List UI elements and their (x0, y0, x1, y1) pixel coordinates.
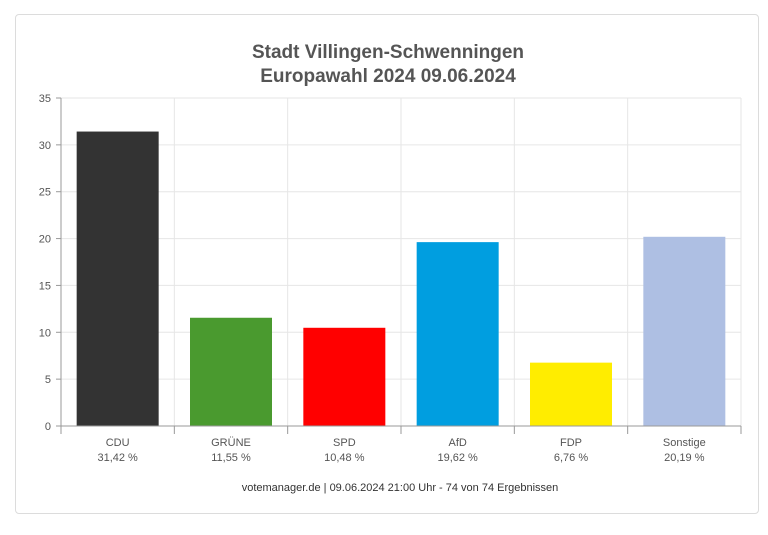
chart-subtitle: Europawahl 2024 09.06.2024 (260, 66, 516, 87)
bar-grüne (190, 317, 272, 426)
x-category-label: CDU (106, 437, 130, 449)
bar-spd (303, 327, 386, 426)
chart-footer: votemanager.de | 09.06.2024 21:00 Uhr - … (242, 482, 559, 494)
x-value-label: 20,19 % (664, 452, 705, 464)
y-tick-label: 30 (39, 140, 51, 152)
x-category-label: AfD (448, 437, 466, 449)
y-axis: 0 5 10 15 20 25 30 35 (39, 93, 62, 433)
x-value-label: 31,42 % (97, 452, 138, 464)
x-value-label: 11,55 % (211, 452, 251, 464)
x-value-label: 6,76 % (554, 452, 588, 464)
x-value-label: 19,62 % (437, 452, 478, 464)
bar-sonstige (643, 236, 726, 426)
bar-afd (416, 242, 499, 426)
x-category-label: GRÜNE (211, 437, 251, 449)
x-category-label: SPD (333, 437, 356, 449)
y-tick-label: 0 (45, 421, 51, 433)
y-tick-label: 10 (39, 327, 51, 339)
x-category-label: Sonstige (663, 437, 706, 449)
y-tick-label: 15 (39, 280, 51, 292)
grid-lines (60, 97, 742, 427)
x-category-label: FDP (560, 437, 582, 449)
bars (76, 131, 726, 426)
y-tick-label: 35 (39, 93, 51, 105)
chart-title: Stadt Villingen-Schwenningen (252, 42, 524, 63)
y-tick-label: 5 (45, 374, 51, 386)
bar-fdp (530, 362, 612, 426)
y-tick-label: 20 (39, 234, 51, 246)
bar-cdu (76, 131, 159, 426)
y-tick-label: 25 (39, 187, 51, 199)
x-value-label: 10,48 % (324, 452, 365, 464)
x-axis: CDU 31,42 % GRÜNE 11,55 % SPD 10,48 % AfD 19,62… (60, 425, 742, 464)
